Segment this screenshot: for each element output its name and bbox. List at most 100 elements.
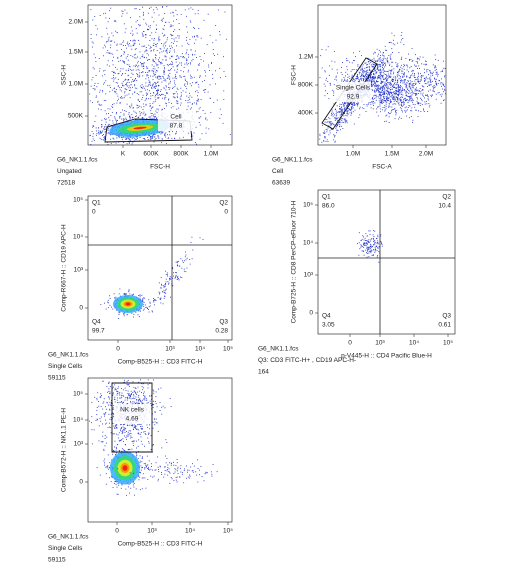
event-dot xyxy=(379,58,381,60)
event-dot xyxy=(114,427,116,429)
event-dot xyxy=(378,91,380,93)
event-dot xyxy=(325,90,327,92)
event-dot xyxy=(412,72,414,74)
event-dot xyxy=(370,103,372,105)
event-dot xyxy=(390,81,391,83)
event-dot xyxy=(392,61,394,63)
event-dot xyxy=(401,31,403,33)
event-dot xyxy=(163,70,164,72)
event-dot xyxy=(132,56,134,58)
event-dot xyxy=(401,89,403,91)
event-dot xyxy=(140,400,142,402)
event-dot xyxy=(148,299,150,301)
event-dot xyxy=(390,83,392,85)
event-dot xyxy=(181,76,182,78)
event-dot xyxy=(361,69,363,71)
event-dot xyxy=(131,30,133,32)
event-dot xyxy=(134,91,136,93)
event-dot xyxy=(125,84,127,85)
event-dot xyxy=(394,118,396,120)
event-dot xyxy=(154,401,156,403)
event-dot xyxy=(409,97,411,99)
event-dot xyxy=(154,87,156,89)
event-dot xyxy=(154,136,156,138)
event-dot xyxy=(401,87,403,89)
event-dot xyxy=(121,15,123,17)
event-dot xyxy=(219,108,221,110)
event-dot xyxy=(164,95,166,97)
event-dot xyxy=(407,66,409,68)
event-dot xyxy=(374,60,376,62)
event-dot xyxy=(346,105,348,107)
event-dot xyxy=(119,288,121,290)
event-dot xyxy=(108,52,110,54)
event-dot xyxy=(385,115,387,117)
event-dot xyxy=(124,136,126,138)
quadrant-percent: 86.0 xyxy=(322,203,335,210)
event-dot xyxy=(416,90,418,92)
event-dot xyxy=(141,66,143,68)
event-dot xyxy=(324,137,326,139)
event-dot xyxy=(123,136,124,138)
event-dot xyxy=(215,83,216,85)
event-dot xyxy=(158,75,160,77)
event-dot xyxy=(384,78,386,80)
event-dot xyxy=(435,84,437,85)
event-dot xyxy=(342,103,344,105)
event-dot xyxy=(109,126,111,128)
event-dot xyxy=(151,16,153,18)
event-dot xyxy=(155,44,157,46)
event-dot xyxy=(386,84,388,86)
event-dot xyxy=(158,97,160,99)
event-dot xyxy=(104,126,106,128)
event-dot xyxy=(421,100,423,102)
event-dot xyxy=(400,96,402,98)
event-dot xyxy=(96,34,97,36)
event-dot xyxy=(112,122,114,124)
event-dot xyxy=(401,68,403,70)
event-dot xyxy=(121,433,123,434)
event-dot xyxy=(364,244,366,246)
event-dot xyxy=(149,82,151,84)
event-dot xyxy=(196,81,198,83)
event-dot xyxy=(155,46,157,48)
event-dot xyxy=(120,96,122,98)
event-dot xyxy=(431,96,432,98)
event-dot xyxy=(402,77,404,79)
event-dot xyxy=(403,72,405,74)
event-dot xyxy=(123,61,125,63)
event-dot xyxy=(110,133,112,135)
event-dot xyxy=(374,94,376,96)
event-dot xyxy=(142,113,144,115)
event-dot xyxy=(384,107,386,109)
event-dot xyxy=(156,97,158,99)
event-dot xyxy=(374,239,376,241)
event-dot xyxy=(148,432,150,434)
event-dot xyxy=(388,122,390,123)
event-dot xyxy=(157,77,159,79)
event-dot xyxy=(411,121,413,123)
event-dot xyxy=(345,120,347,122)
event-dot xyxy=(370,247,371,249)
event-dot xyxy=(330,124,332,126)
event-dot xyxy=(378,96,380,98)
event-dot xyxy=(359,81,361,83)
event-dot xyxy=(430,75,432,77)
event-dot xyxy=(98,132,100,133)
event-dot xyxy=(176,58,178,60)
event-dot xyxy=(392,91,394,93)
event-dot xyxy=(393,99,395,101)
event-dot xyxy=(352,107,354,109)
event-dot xyxy=(155,137,157,139)
event-dot xyxy=(419,80,421,82)
event-dot xyxy=(114,117,116,119)
sample-info: G6_NK1.1.fcs xyxy=(272,157,313,164)
event-dot xyxy=(203,19,205,21)
event-dot xyxy=(197,36,199,38)
event-dot xyxy=(344,122,346,124)
quadrant-name: Q4 xyxy=(322,313,331,320)
event-dot xyxy=(384,83,386,85)
event-dot xyxy=(145,49,147,51)
event-dot xyxy=(404,97,406,99)
event-dot xyxy=(145,72,147,73)
